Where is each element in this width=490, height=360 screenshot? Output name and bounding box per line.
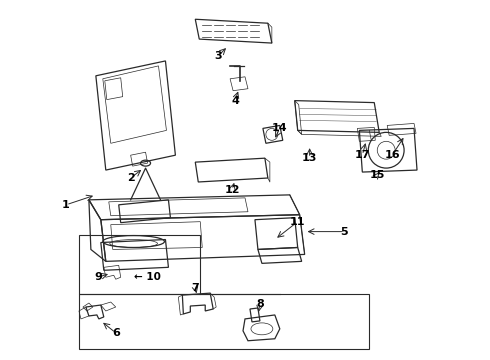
Text: 9: 9: [94, 272, 102, 282]
Text: 11: 11: [290, 217, 305, 227]
Text: 13: 13: [302, 153, 318, 163]
Text: 16: 16: [384, 150, 400, 160]
Text: 6: 6: [112, 328, 120, 338]
Text: 14: 14: [272, 123, 288, 134]
Text: 1: 1: [62, 200, 70, 210]
Text: 4: 4: [231, 96, 239, 105]
Text: 7: 7: [192, 283, 199, 293]
Text: 3: 3: [214, 51, 222, 61]
Text: 2: 2: [127, 173, 135, 183]
Text: 8: 8: [256, 299, 264, 309]
Text: 17: 17: [355, 150, 370, 160]
Text: 15: 15: [369, 170, 385, 180]
Text: ← 10: ← 10: [134, 272, 161, 282]
Text: 5: 5: [341, 226, 348, 237]
Text: 12: 12: [224, 185, 240, 195]
